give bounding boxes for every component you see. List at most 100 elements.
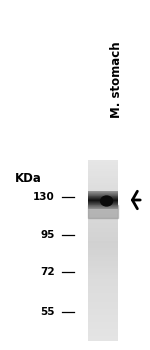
Bar xyxy=(88,302,118,304)
Bar xyxy=(88,315,118,318)
Bar xyxy=(88,182,118,185)
Bar xyxy=(88,241,118,244)
Bar xyxy=(88,207,118,210)
Bar xyxy=(88,196,118,197)
Bar xyxy=(88,169,118,172)
Bar xyxy=(88,248,118,251)
Bar xyxy=(88,333,118,336)
Bar xyxy=(88,252,118,255)
Bar xyxy=(88,160,118,163)
Bar xyxy=(88,266,118,268)
Bar xyxy=(88,197,118,198)
Bar xyxy=(88,206,118,207)
Bar xyxy=(88,297,118,300)
Bar xyxy=(88,193,118,194)
Bar xyxy=(88,194,118,196)
Bar xyxy=(88,205,118,206)
Bar xyxy=(88,232,118,235)
Bar xyxy=(88,216,118,219)
Bar xyxy=(88,277,118,280)
Bar xyxy=(88,185,118,188)
Bar xyxy=(88,191,118,194)
Bar xyxy=(88,208,118,209)
Bar xyxy=(88,327,118,329)
Bar xyxy=(88,197,118,198)
Bar xyxy=(88,207,118,208)
Bar xyxy=(88,275,118,278)
Bar xyxy=(88,317,118,320)
Bar xyxy=(88,336,118,338)
Bar xyxy=(88,174,118,176)
Bar xyxy=(88,223,118,226)
Text: 130: 130 xyxy=(33,192,55,202)
Bar xyxy=(88,284,118,287)
Bar xyxy=(88,306,118,309)
Bar xyxy=(88,180,118,183)
Bar xyxy=(88,300,118,302)
Bar xyxy=(88,329,118,331)
Bar xyxy=(88,191,118,192)
Bar xyxy=(88,214,118,217)
Bar xyxy=(88,239,118,241)
Bar xyxy=(88,167,118,169)
Bar xyxy=(88,162,118,165)
Bar xyxy=(88,202,118,203)
Bar xyxy=(88,210,118,212)
Bar xyxy=(88,200,118,201)
Bar xyxy=(88,205,118,218)
Bar xyxy=(88,204,118,205)
Bar xyxy=(88,221,118,224)
Bar xyxy=(88,176,118,178)
Bar xyxy=(88,202,118,203)
Bar xyxy=(88,259,118,262)
Bar xyxy=(88,171,118,174)
Bar xyxy=(88,237,118,239)
Bar xyxy=(88,195,118,196)
Bar xyxy=(88,324,118,327)
Bar xyxy=(88,178,118,181)
Bar xyxy=(88,230,118,232)
Bar xyxy=(88,225,118,228)
Bar xyxy=(88,313,118,316)
Text: 55: 55 xyxy=(40,307,55,317)
Bar xyxy=(88,290,118,293)
Bar xyxy=(88,196,118,199)
Bar xyxy=(88,204,118,205)
Bar xyxy=(88,270,118,273)
Bar xyxy=(88,308,118,311)
Bar xyxy=(88,191,118,192)
Bar xyxy=(88,201,118,203)
Bar xyxy=(88,199,118,200)
Bar xyxy=(88,320,118,322)
Bar xyxy=(88,331,118,334)
Bar xyxy=(88,295,118,298)
Bar xyxy=(88,338,118,341)
Bar xyxy=(88,203,118,205)
Bar xyxy=(88,189,118,192)
Bar xyxy=(88,207,118,208)
Bar xyxy=(88,243,118,246)
Bar xyxy=(88,198,118,201)
Text: KDa: KDa xyxy=(15,172,41,184)
Text: 72: 72 xyxy=(40,267,55,277)
Bar xyxy=(88,228,118,230)
Bar xyxy=(88,218,118,221)
Bar xyxy=(88,164,118,167)
Bar xyxy=(88,212,118,215)
Bar xyxy=(88,268,118,271)
Bar xyxy=(88,205,118,208)
Bar xyxy=(88,264,118,266)
Bar xyxy=(88,281,118,284)
Bar xyxy=(88,203,118,204)
Bar xyxy=(88,273,118,275)
Bar xyxy=(88,250,118,253)
Bar xyxy=(88,196,118,197)
Bar xyxy=(88,279,118,282)
Bar xyxy=(88,193,118,194)
Bar xyxy=(88,187,118,190)
Bar xyxy=(88,199,118,200)
Text: 95: 95 xyxy=(41,230,55,240)
Bar xyxy=(88,261,118,264)
Bar xyxy=(88,293,118,295)
Bar xyxy=(88,201,118,202)
